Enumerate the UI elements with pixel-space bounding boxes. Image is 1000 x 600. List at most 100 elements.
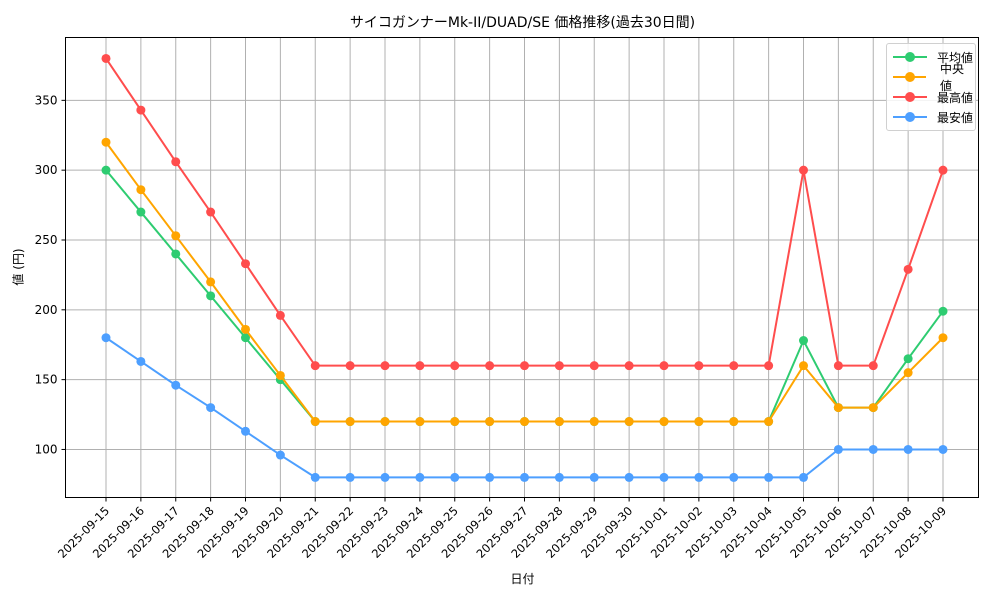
legend-label: 平均値 (937, 50, 974, 65)
data-point (729, 361, 739, 371)
data-point (938, 333, 948, 343)
data-point (833, 444, 843, 454)
legend-item-average: 平均値 (887, 47, 975, 67)
data-point (241, 259, 250, 269)
data-point (450, 417, 460, 427)
data-point (136, 105, 146, 115)
data-point (938, 444, 948, 454)
data-point (171, 380, 181, 390)
data-point (275, 370, 285, 380)
y-tick-label: 350 (35, 93, 58, 107)
data-point (729, 417, 739, 427)
data-point (799, 472, 808, 482)
data-point (554, 472, 564, 482)
data-point (101, 137, 111, 147)
legend-item-median: 中央値 (887, 62, 975, 93)
data-point (903, 264, 913, 274)
data-point (136, 207, 146, 217)
data-point (624, 361, 634, 371)
legend-label: 中央値 (940, 62, 965, 93)
data-point (450, 472, 460, 482)
data-point (345, 417, 355, 427)
legend-marker-icon (893, 52, 927, 62)
data-point (589, 361, 599, 371)
data-point (380, 361, 390, 371)
data-point (206, 403, 216, 413)
legend-label: 最安値 (937, 110, 974, 125)
y-tick-label: 300 (35, 163, 58, 177)
data-point (938, 306, 948, 316)
plot-frame (65, 37, 979, 498)
data-point (101, 165, 111, 175)
data-point (275, 450, 285, 460)
data-point (520, 472, 529, 482)
data-point (903, 354, 913, 364)
y-tick-label: 150 (35, 373, 58, 387)
data-point (415, 361, 425, 371)
data-point (694, 361, 704, 371)
y-tick-label: 100 (35, 442, 58, 456)
data-point (554, 361, 564, 371)
data-point (101, 53, 111, 63)
data-point (171, 231, 181, 241)
data-point (136, 356, 146, 366)
data-point (624, 417, 634, 427)
data-point (868, 403, 878, 413)
data-point (206, 277, 216, 287)
legend-marker-icon (893, 112, 927, 122)
data-point (310, 361, 320, 371)
data-point (520, 417, 529, 427)
data-point (694, 472, 704, 482)
data-point (415, 417, 425, 427)
data-point (101, 333, 111, 343)
data-point (659, 472, 669, 482)
y-tick-label: 250 (35, 233, 58, 247)
data-point (485, 472, 495, 482)
data-point (903, 444, 913, 454)
data-point (764, 417, 774, 427)
legend-item-min: 最安値 (887, 107, 975, 127)
series-lines (101, 53, 948, 482)
data-point (624, 472, 634, 482)
legend-label: 最高値 (937, 90, 974, 105)
y-tick-label: 200 (35, 303, 58, 317)
data-point (380, 417, 390, 427)
legend-marker-icon (893, 92, 927, 102)
y-axis-label: 値 (円) (11, 248, 26, 286)
data-point (345, 472, 355, 482)
data-point (136, 185, 146, 195)
legend-marker-icon (893, 72, 927, 82)
data-point (345, 361, 355, 371)
data-point (450, 361, 460, 371)
data-point (241, 333, 250, 343)
data-point (485, 361, 495, 371)
data-point (833, 361, 843, 371)
data-point (241, 324, 250, 334)
data-point (589, 472, 599, 482)
grid-lines (65, 37, 979, 498)
data-point (310, 472, 320, 482)
data-point (659, 361, 669, 371)
data-point (380, 472, 390, 482)
data-point (485, 417, 495, 427)
data-point (659, 417, 669, 427)
data-point (554, 417, 564, 427)
chart-title: サイコガンナーMk-II/DUAD/SE 価格推移(過去30日間) (349, 15, 696, 31)
data-point (415, 472, 425, 482)
x-axis-label: 日付 (510, 572, 535, 586)
data-point (799, 361, 808, 371)
data-point (310, 417, 320, 427)
data-point (764, 472, 774, 482)
data-point (938, 165, 948, 175)
data-point (241, 426, 250, 436)
data-point (903, 368, 913, 378)
data-point (171, 157, 181, 167)
legend-item-max: 最高値 (887, 87, 975, 107)
data-point (589, 417, 599, 427)
legend: 平均値 中央値 最高値 最安値 (886, 43, 976, 131)
data-point (206, 291, 216, 301)
data-point (275, 310, 285, 320)
data-point (799, 165, 808, 175)
y-axis-ticks: 100 150 200 250 300 350 (35, 93, 66, 456)
